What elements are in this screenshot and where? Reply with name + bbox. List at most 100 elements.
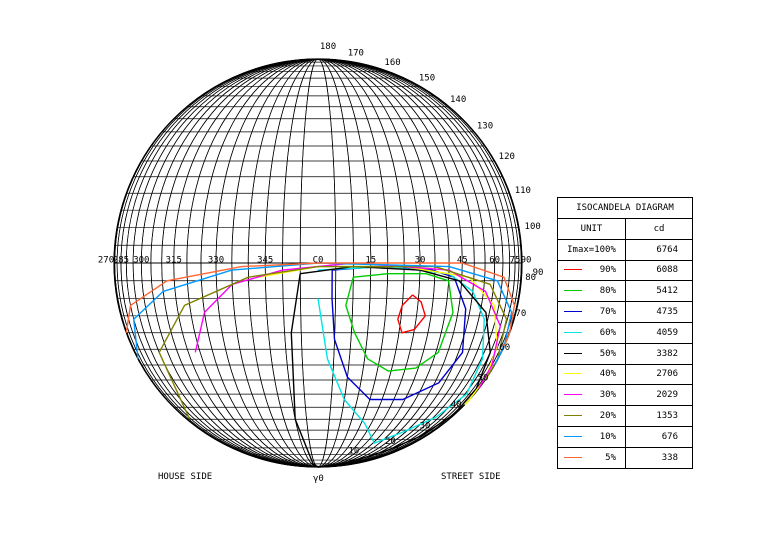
legend-level: 70%: [557, 301, 626, 323]
perimeter-tick-label: 80: [525, 273, 536, 283]
legend-level: 20%: [557, 405, 626, 427]
legend-swatch: [564, 269, 582, 271]
house-side-label: HOUSE SIDE: [158, 472, 212, 482]
legend-level: 10%: [557, 425, 626, 448]
legend-swatch: [564, 394, 582, 396]
legend-percent: 90%: [599, 265, 616, 276]
legend-swatch: [564, 373, 582, 375]
perimeter-tick-label: 120: [499, 152, 515, 162]
legend-percent: 20%: [599, 411, 616, 422]
legend-percent: 80%: [599, 286, 616, 297]
legend-swatch: [564, 311, 582, 313]
legend-swatch: [564, 456, 582, 458]
legend-row: 80% 5412: [557, 280, 693, 303]
horizontal-tick-label: 345: [257, 256, 273, 266]
legend-candela-value: 3382: [625, 342, 693, 365]
legend-level: 50%: [557, 342, 626, 365]
horizontal-tick-label: 90: [521, 256, 532, 266]
perimeter-tick-label: 130: [477, 121, 493, 131]
isocandela-curve-30pct: [194, 262, 501, 389]
perimeter-tick-label: 170: [348, 48, 364, 58]
legend-level: 30%: [557, 384, 626, 407]
isocandela-curve-80pct: [345, 273, 454, 372]
perimeter-tick-label: 100: [525, 222, 541, 232]
perimeter-tick-label: 150: [419, 74, 435, 84]
isocandela-curve-60pct: [317, 265, 485, 444]
horizontal-tick-label: 30: [415, 256, 426, 266]
legend-candela-value: 2706: [625, 363, 693, 386]
isocandela-curve-90pct: [397, 294, 426, 334]
legend-percent: 60%: [599, 327, 616, 338]
legend-level: 90%: [557, 259, 626, 282]
perimeter-tick-label: 60: [499, 343, 510, 353]
legend-percent: 50%: [599, 348, 616, 359]
legend-swatch: [564, 290, 582, 292]
legend-row: 90% 6088: [557, 259, 693, 282]
legend-unit-label: UNIT: [557, 218, 626, 240]
horizontal-tick-label: 45: [457, 256, 468, 266]
legend-swatch: [564, 415, 582, 417]
legend-candela-value: 676: [625, 425, 693, 448]
legend-level: 60%: [557, 321, 626, 344]
legend-swatch: [564, 435, 582, 437]
perimeter-tick-label: 30: [420, 421, 431, 431]
legend-level: 40%: [557, 363, 626, 386]
isocandela-curve-5pct: [125, 262, 516, 347]
perimeter-tick-label: 180: [320, 42, 336, 52]
legend-candela-value: 6088: [625, 259, 693, 282]
legend-row: 30% 2029: [557, 384, 693, 407]
legend-percent: 70%: [599, 307, 616, 318]
bottom-pole-label: γ0: [313, 474, 324, 484]
perimeter-tick-label: 10: [348, 447, 359, 457]
perimeter-tick-label: 70: [515, 309, 526, 319]
perimeter-tick-label: 20: [385, 437, 396, 447]
legend-row: 40% 2706: [557, 363, 693, 386]
horizontal-tick-label: 60: [489, 256, 500, 266]
perimeter-tick-label: 110: [515, 186, 531, 196]
legend-row: 70% 4735: [557, 301, 693, 323]
perimeter-tick-label: 160: [384, 58, 400, 68]
legend-row: 10% 676: [557, 425, 693, 448]
perimeter-tick-label: 140: [450, 95, 466, 105]
legend-candela-value: 2029: [625, 384, 693, 407]
isocandela-curve-50pct: [290, 265, 491, 468]
legend-candela-value: 4735: [625, 301, 693, 323]
legend-swatch: [564, 352, 582, 354]
horizontal-tick-label: 315: [166, 256, 182, 266]
legend-candela-value: 1353: [625, 405, 693, 427]
perimeter-tick-label: 90: [533, 268, 544, 278]
horizontal-tick-label: 15: [365, 256, 376, 266]
legend-imax-label: Imax=100%: [557, 238, 626, 261]
legend-percent: 10%: [599, 431, 616, 442]
isocandela-curves: [125, 262, 516, 468]
legend-row: 5% 338: [557, 446, 693, 469]
perimeter-tick-label: 40: [451, 400, 462, 410]
legend-rows: 90% 6088 80% 5412 70% 4735 60% 4059 50% 3382 40% 27…: [557, 259, 693, 469]
legend-candela-value: 4059: [625, 321, 693, 344]
legend-percent: 30%: [599, 390, 616, 401]
legend-title: ISOCANDELA DIAGRAM: [557, 197, 693, 219]
horizontal-tick-label: 75: [510, 256, 521, 266]
legend-level: 80%: [557, 280, 626, 303]
street-side-label: STREET SIDE: [441, 472, 501, 482]
horizontal-tick-label: C0: [313, 256, 324, 266]
legend-row: 60% 4059: [557, 321, 693, 344]
isocandela-curve-20pct: [158, 265, 508, 420]
legend-percent: 40%: [599, 369, 616, 380]
isocandela-legend-table: ISOCANDELA DIAGRAM UNIT cd Imax=100% 676…: [557, 197, 693, 469]
legend-candela-value: 338: [625, 446, 693, 469]
legend-candela-value: 5412: [625, 280, 693, 303]
legend-unit-value: cd: [625, 218, 693, 240]
legend-row: 20% 1353: [557, 405, 693, 427]
horizontal-tick-label: 330: [208, 256, 224, 266]
horizontal-tick-label: 270: [98, 256, 114, 266]
legend-row: 50% 3382: [557, 342, 693, 365]
horizontal-tick-label: 300: [133, 256, 149, 266]
isocandela-curve-10pct: [133, 262, 513, 366]
legend-swatch: [564, 331, 582, 333]
perimeter-tick-label: 50: [478, 374, 489, 384]
legend-level: 5%: [557, 446, 626, 469]
legend-imax-value: 6764: [625, 238, 693, 261]
